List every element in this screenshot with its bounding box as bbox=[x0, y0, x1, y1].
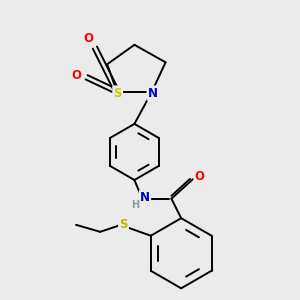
Text: H: H bbox=[131, 200, 139, 209]
Text: S: S bbox=[113, 87, 122, 100]
Text: N: N bbox=[140, 191, 150, 204]
Text: S: S bbox=[119, 218, 128, 230]
Text: N: N bbox=[148, 87, 158, 100]
Text: O: O bbox=[195, 169, 205, 183]
Text: O: O bbox=[84, 32, 94, 46]
Text: O: O bbox=[72, 70, 82, 83]
